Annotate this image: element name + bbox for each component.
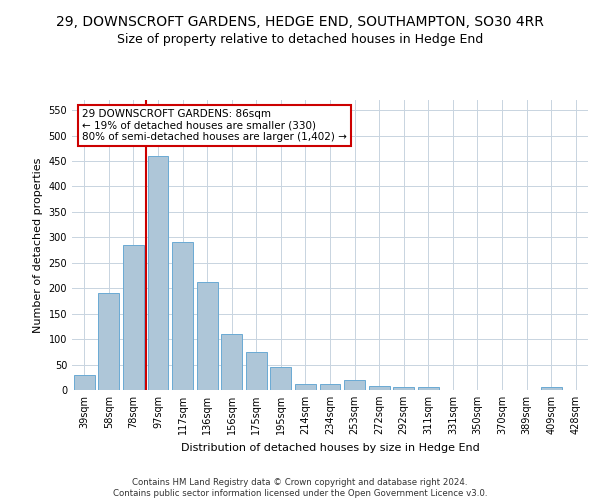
Bar: [98, 294, 119, 390]
Bar: [418, 388, 439, 390]
Bar: [197, 282, 218, 390]
Bar: [271, 366, 292, 390]
Bar: [123, 245, 144, 390]
Y-axis label: Number of detached properties: Number of detached properties: [33, 158, 43, 332]
Bar: [393, 387, 414, 390]
Bar: [221, 334, 242, 390]
Bar: [541, 388, 562, 390]
Bar: [320, 384, 340, 390]
Bar: [148, 156, 169, 390]
Bar: [295, 384, 316, 390]
Bar: [74, 374, 95, 390]
Text: Contains HM Land Registry data © Crown copyright and database right 2024.
Contai: Contains HM Land Registry data © Crown c…: [113, 478, 487, 498]
Bar: [368, 386, 389, 390]
Text: 29 DOWNSCROFT GARDENS: 86sqm
← 19% of detached houses are smaller (330)
80% of s: 29 DOWNSCROFT GARDENS: 86sqm ← 19% of de…: [82, 108, 347, 142]
Bar: [246, 352, 267, 390]
Text: Size of property relative to detached houses in Hedge End: Size of property relative to detached ho…: [117, 32, 483, 46]
Bar: [172, 242, 193, 390]
X-axis label: Distribution of detached houses by size in Hedge End: Distribution of detached houses by size …: [181, 442, 479, 452]
Text: 29, DOWNSCROFT GARDENS, HEDGE END, SOUTHAMPTON, SO30 4RR: 29, DOWNSCROFT GARDENS, HEDGE END, SOUTH…: [56, 15, 544, 29]
Bar: [344, 380, 365, 390]
